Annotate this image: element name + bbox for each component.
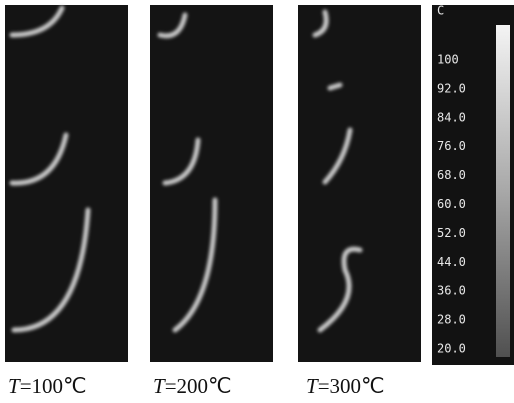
colorbar-tick-label: 92.0 xyxy=(437,81,466,95)
colorbar-tick-label: 28.0 xyxy=(437,313,466,327)
colorbar-tick-label: 84.0 xyxy=(437,110,466,124)
colorbar-tick-label: 60.0 xyxy=(437,197,466,211)
panel-caption: T=300℃ xyxy=(306,374,385,398)
panel-caption: T=200℃ xyxy=(153,374,232,398)
caption-value: =100℃ xyxy=(20,374,87,398)
colorbar-tick-label: 100 xyxy=(437,53,459,67)
colorbar xyxy=(496,25,510,357)
caption-symbol: T xyxy=(153,374,166,398)
colorbar-tick-label: 36.0 xyxy=(437,284,466,298)
colorbar-tick-label: 20.0 xyxy=(437,342,466,356)
caption-value: =300℃ xyxy=(318,374,385,398)
colorbar-tick-label: 68.0 xyxy=(437,168,466,182)
caption-symbol: T xyxy=(8,374,21,398)
thermal-image xyxy=(298,5,421,362)
caption-symbol: T xyxy=(306,374,319,398)
colorbar-tick-label: 76.0 xyxy=(437,139,466,153)
colorbar-tick-label: 52.0 xyxy=(437,226,466,240)
panel-caption: T=100℃ xyxy=(8,374,87,398)
caption-value: =200℃ xyxy=(165,374,232,398)
colorbar-tick-label: 44.0 xyxy=(437,255,466,269)
hot-regions xyxy=(9,5,363,333)
colorbar-unit: C xyxy=(437,4,444,18)
